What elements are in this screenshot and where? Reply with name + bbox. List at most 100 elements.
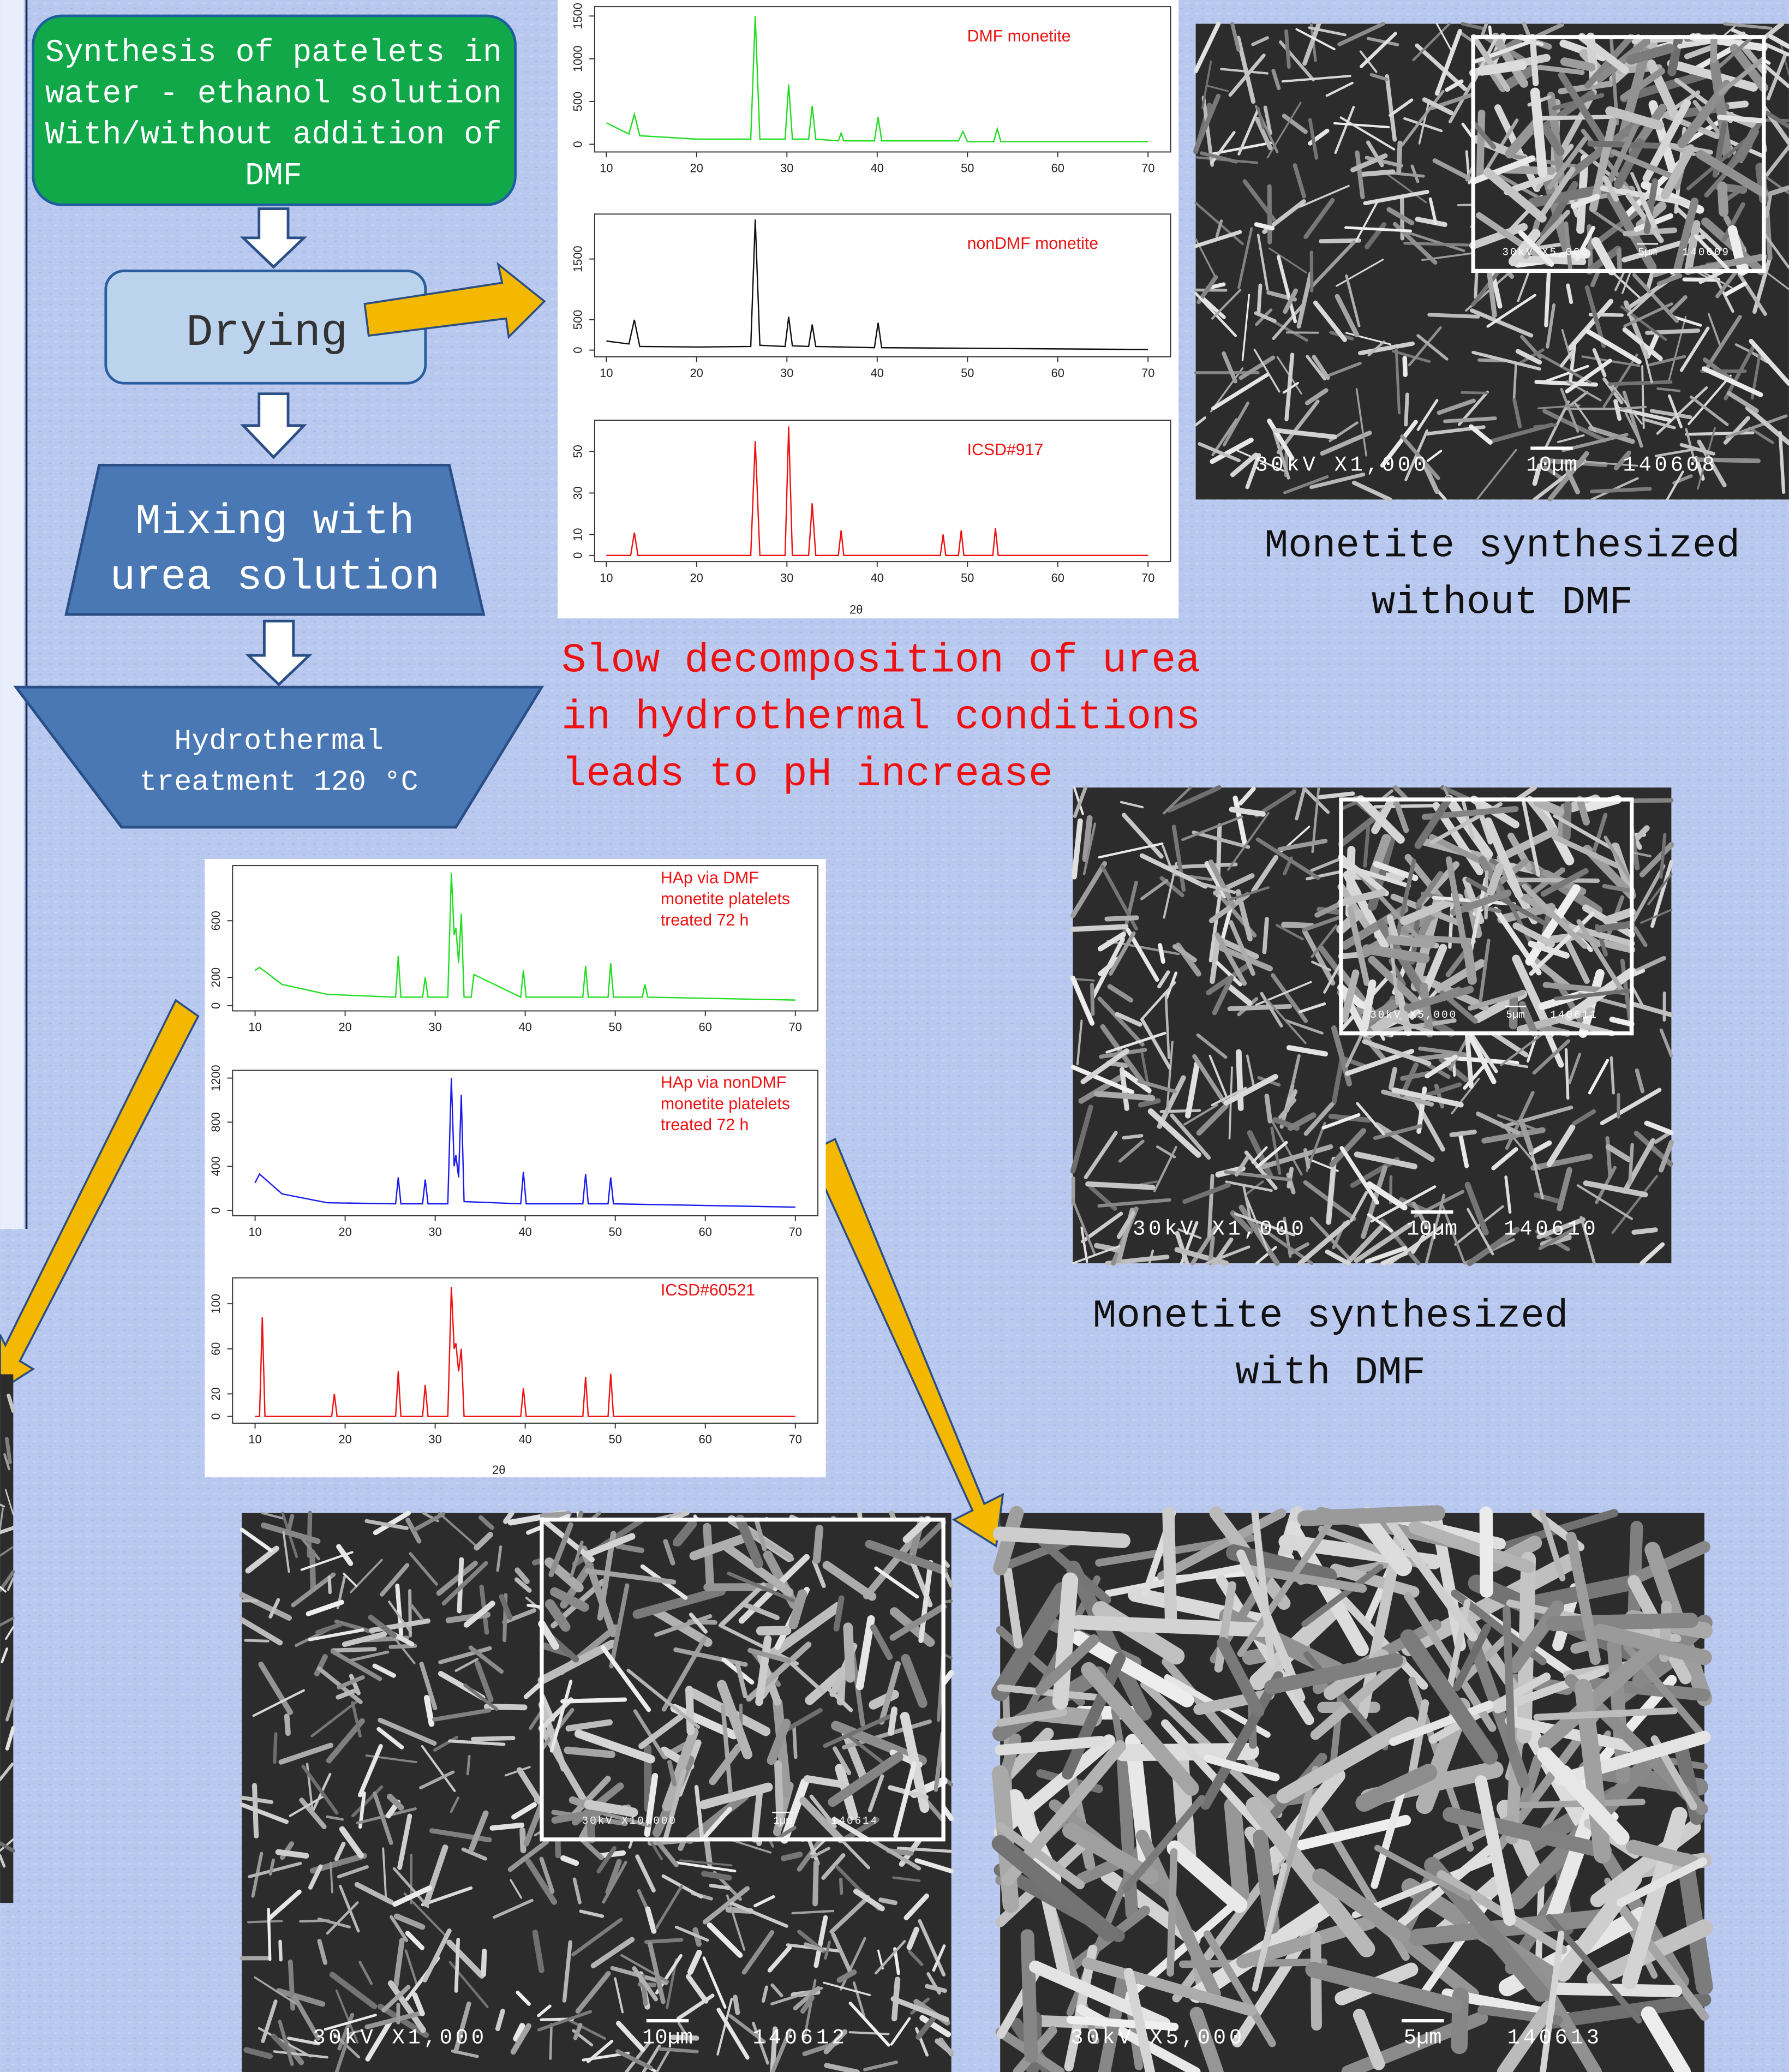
crystal — [1325, 1249, 1351, 1266]
crystal — [874, 1566, 919, 1599]
crystal — [709, 1883, 731, 1890]
caption: without DMF — [1372, 580, 1633, 625]
crystal — [1374, 1844, 1471, 1901]
crystal — [1537, 1747, 1630, 1846]
crystal — [1208, 1054, 1228, 1099]
crystal — [433, 1735, 459, 1752]
crystal — [514, 1567, 530, 1584]
crystal — [1512, 362, 1517, 401]
crystal — [1310, 1655, 1407, 1740]
side-strip — [0, 0, 24, 1229]
crystal — [615, 2049, 653, 2070]
crystal — [1764, 193, 1772, 218]
crystal — [1313, 300, 1347, 342]
sem-id: 140613 — [1507, 2026, 1602, 2050]
crystal — [1705, 315, 1742, 370]
crystal — [1072, 977, 1095, 982]
crystal — [833, 1595, 845, 1632]
crystal — [831, 1721, 927, 1766]
crystal — [1164, 993, 1170, 1059]
crystal — [716, 1998, 733, 2056]
crystal — [284, 1713, 291, 1736]
y-tick-label: 1500 — [571, 3, 584, 29]
crystal — [422, 1928, 452, 1983]
crystal — [1441, 1204, 1466, 1265]
crystal — [1355, 870, 1424, 944]
crystal — [1529, 34, 1539, 86]
crystal — [463, 1683, 499, 1711]
xrd-pattern — [606, 16, 1148, 142]
x-tick-label: 70 — [1141, 162, 1154, 175]
crystal — [1070, 1065, 1135, 1095]
pattern-label: monetite platelets — [661, 1095, 790, 1113]
crystal — [1519, 1120, 1534, 1153]
crystal — [1595, 921, 1636, 933]
y-tick-label: 500 — [571, 92, 584, 111]
crystal — [1602, 175, 1619, 202]
crystal — [390, 1915, 409, 1942]
y-tick-label: 600 — [209, 911, 223, 930]
crystal — [1407, 1699, 1429, 1784]
crystal — [1355, 150, 1365, 200]
crystal — [1276, 1716, 1418, 1804]
sem-scale: 10µm — [1407, 1217, 1457, 1241]
crystal — [991, 1581, 1072, 1701]
x-tick-label: 30 — [429, 1225, 442, 1239]
crystal — [1541, 124, 1565, 156]
crystal — [335, 1989, 359, 2044]
crystal — [1418, 1046, 1471, 1057]
crystal — [306, 1599, 344, 1616]
crystal — [1255, 1141, 1288, 1169]
crystal — [287, 2037, 320, 2046]
crystal — [1736, 127, 1759, 163]
crystal — [1193, 21, 1221, 74]
x-tick-label: 60 — [699, 1020, 712, 1034]
crystal — [1367, 341, 1385, 357]
y-tick-label: 1200 — [209, 1065, 223, 1091]
crystal — [1205, 1245, 1250, 1265]
crystal — [1448, 82, 1473, 124]
crystal — [926, 1972, 941, 1995]
crystal — [1639, 841, 1674, 877]
crystal — [1400, 1629, 1498, 1765]
crystal — [823, 2029, 848, 2055]
crystal — [441, 1561, 488, 1606]
sem-scale: 5µm — [1506, 1009, 1525, 1021]
crystal — [1649, 409, 1692, 420]
crystal — [1366, 1181, 1408, 1211]
crystal — [5, 1698, 15, 1722]
crystal — [1530, 1149, 1544, 1200]
y-tick-label: 30 — [571, 486, 584, 499]
crystal — [1716, 115, 1767, 123]
crystal — [412, 1992, 425, 2016]
crystal — [584, 1568, 677, 1585]
crystal — [1659, 1139, 1674, 1173]
x-tick-label: 20 — [690, 571, 703, 584]
crystal — [1561, 433, 1629, 452]
crystal — [1486, 262, 1497, 318]
crystal — [1253, 349, 1281, 393]
crystal — [878, 1897, 898, 1906]
x-tick-label: 20 — [338, 1432, 351, 1446]
crystal — [853, 1888, 885, 1912]
crystal — [1308, 118, 1319, 160]
crystal — [510, 1879, 523, 1899]
crystal — [1229, 886, 1270, 901]
crystal — [1358, 1512, 1413, 1577]
crystal — [1679, 443, 1716, 456]
crystal — [935, 2038, 954, 2056]
crystal — [1330, 1563, 1420, 1598]
x-tick-label: 30 — [780, 571, 793, 584]
x-tick-label: 50 — [961, 162, 974, 175]
crystal — [1135, 1830, 1221, 2001]
plot-frame — [232, 1070, 819, 1216]
crystal — [1070, 924, 1129, 932]
crystal — [301, 1764, 339, 1815]
crystal — [551, 1806, 612, 1824]
crystal — [1587, 1919, 1713, 1987]
crystal — [421, 1745, 456, 1792]
crystal — [916, 2012, 939, 2040]
crystal — [1385, 172, 1427, 204]
crystal — [247, 1920, 283, 1924]
x-tick-label: 20 — [690, 366, 703, 380]
